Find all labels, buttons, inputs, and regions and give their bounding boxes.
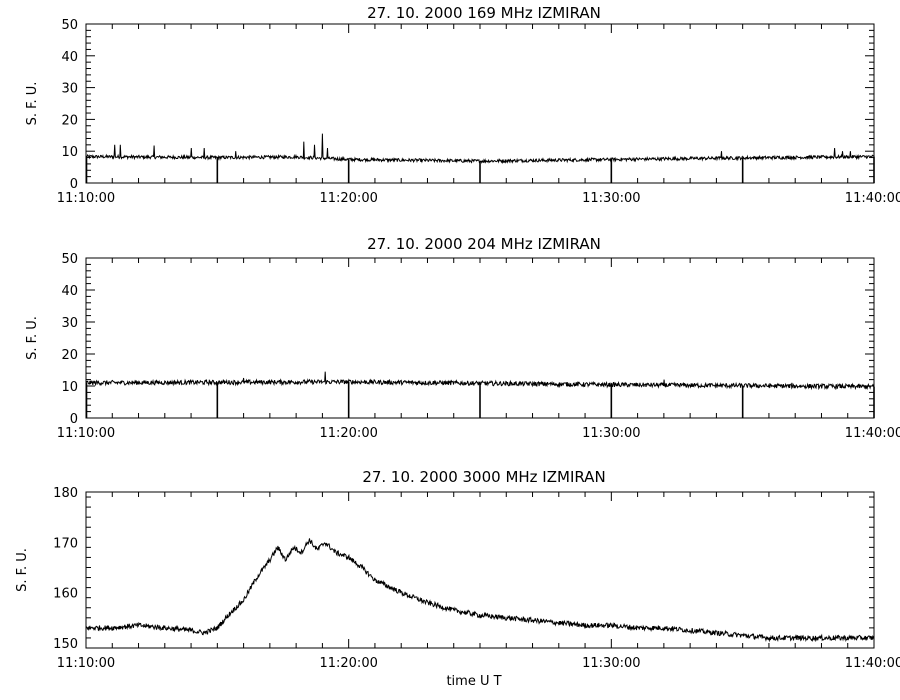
x-axis-label: time U T bbox=[446, 674, 501, 689]
y-tick-label: 180 bbox=[53, 486, 78, 501]
y-tick-label: 20 bbox=[61, 348, 78, 363]
y-tick-label: 30 bbox=[61, 82, 78, 97]
x-tick-label: 11:10:00 bbox=[57, 656, 115, 671]
y-tick-label: 0 bbox=[70, 177, 78, 192]
chart-panel-2: 27. 10. 2000 204 MHz IZMIRAN S. F. U. 0 10 2… bbox=[25, 235, 900, 441]
data-series-line bbox=[85, 133, 875, 165]
x-tick-label: 11:10:00 bbox=[57, 426, 115, 441]
chart-title: 27. 10. 2000 3000 MHz IZMIRAN bbox=[362, 468, 605, 486]
y-tick-label: 40 bbox=[61, 50, 78, 65]
y-axis-label: S. F. U. bbox=[25, 82, 40, 126]
y-tick-label: 170 bbox=[53, 536, 78, 551]
y-tick-label: 150 bbox=[53, 637, 78, 652]
x-tick-label: 11:30:00 bbox=[582, 656, 640, 671]
x-tick-label: 11:20:00 bbox=[319, 191, 377, 206]
plot-frame bbox=[85, 491, 875, 649]
x-tick-label: 11:20:00 bbox=[319, 426, 377, 441]
y-axis-label: S. F. U. bbox=[15, 548, 30, 592]
y-tick-label: 0 bbox=[70, 412, 78, 427]
y-tick-label: 30 bbox=[61, 316, 78, 331]
x-tick-label: 11:30:00 bbox=[582, 191, 640, 206]
y-tick-label: 40 bbox=[61, 284, 78, 299]
x-tick-label: 11:20:00 bbox=[319, 656, 377, 671]
y-tick-label: 10 bbox=[61, 145, 78, 160]
chart-title: 27. 10. 2000 204 MHz IZMIRAN bbox=[367, 235, 601, 253]
y-axis-label: S. F. U. bbox=[25, 316, 40, 360]
y-tick-label: 10 bbox=[61, 380, 78, 395]
x-tick-label: 11:40:00 bbox=[845, 191, 900, 206]
x-tick-label: 11:40:00 bbox=[845, 656, 900, 671]
y-tick-label: 50 bbox=[61, 252, 78, 267]
x-tick-label: 11:40:00 bbox=[845, 426, 900, 441]
y-tick-label: 20 bbox=[61, 113, 78, 128]
data-series-line bbox=[85, 538, 875, 643]
y-tick-label: 160 bbox=[53, 587, 78, 602]
plot-frame bbox=[85, 23, 875, 184]
x-tick-label: 11:10:00 bbox=[57, 191, 115, 206]
chart-panel-3: 27. 10. 2000 3000 MHz IZMIRAN S. F. U. tim… bbox=[15, 468, 900, 689]
y-tick-label: 50 bbox=[61, 18, 78, 33]
x-tick-label: 11:30:00 bbox=[582, 426, 640, 441]
chart-title: 27. 10. 2000 169 MHz IZMIRAN bbox=[367, 4, 601, 22]
chart-panel-1: 27. 10. 2000 169 MHz IZMIRAN S. F. U. 0 10 2… bbox=[25, 4, 900, 206]
